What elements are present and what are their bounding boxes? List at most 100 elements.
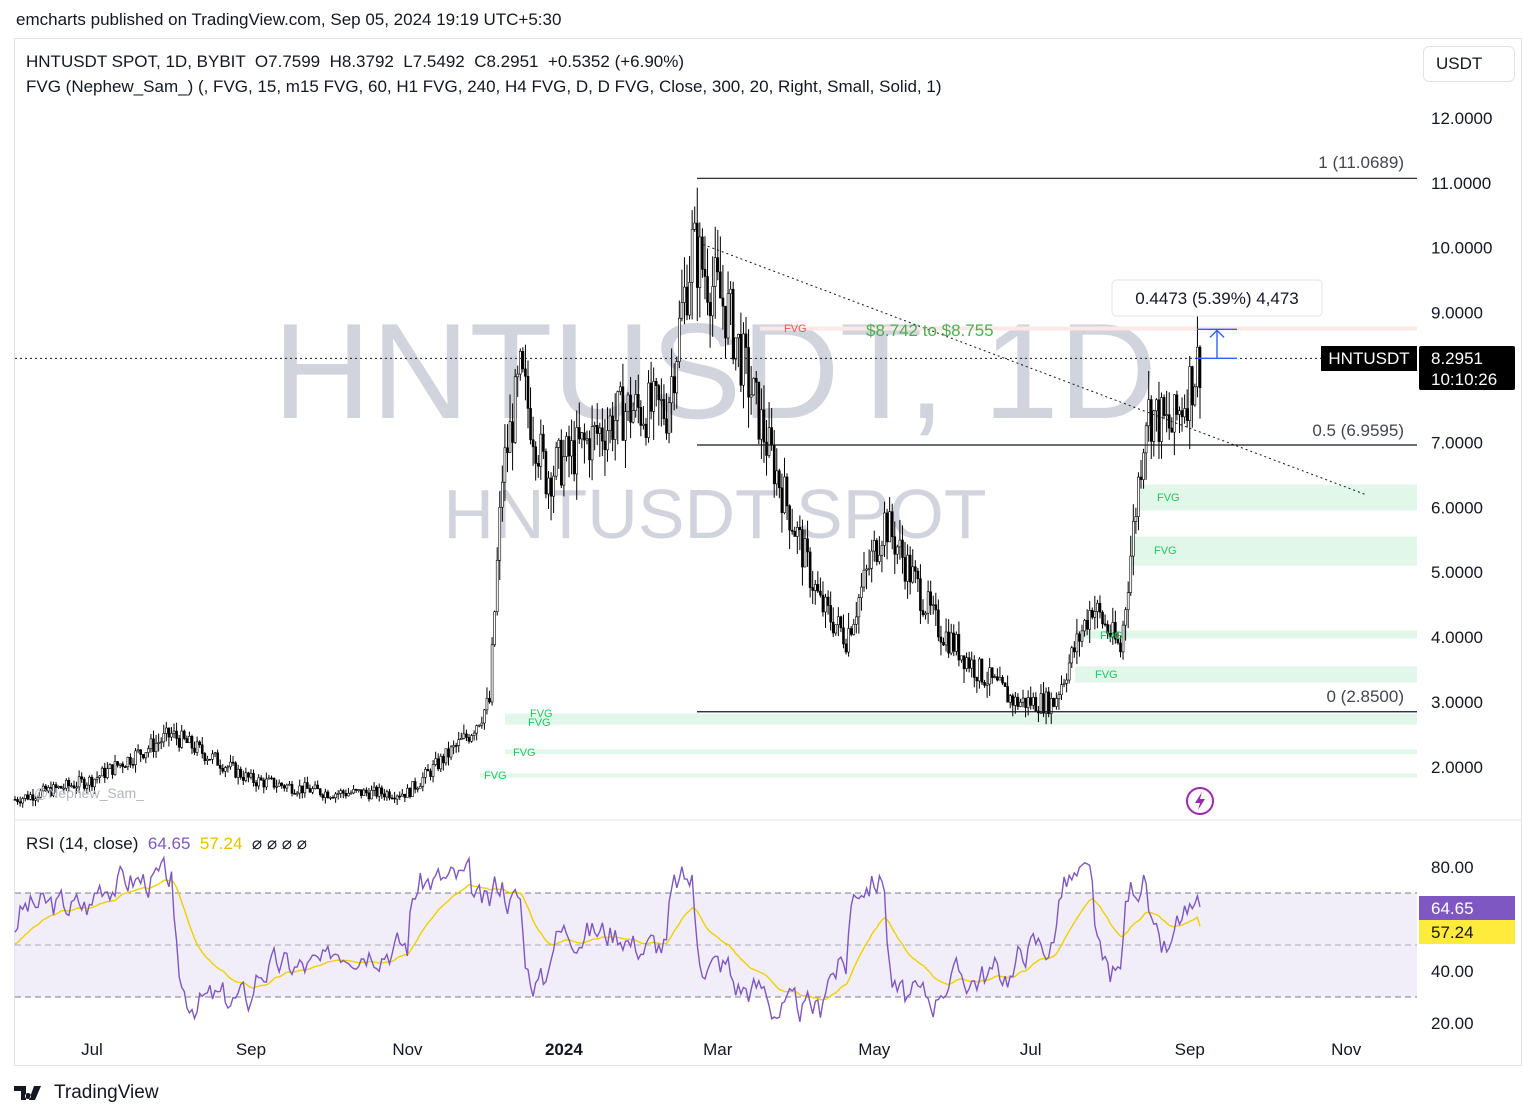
candle-body	[903, 557, 907, 582]
currency-button[interactable]: USDT	[1423, 46, 1515, 82]
candle-body	[798, 527, 802, 530]
candle-body	[221, 768, 225, 772]
candle-body	[516, 373, 520, 378]
price-tick: 6.0000	[1431, 498, 1483, 517]
tradingview-logo[interactable]: TradingView	[14, 1082, 159, 1104]
candle-body	[639, 407, 643, 426]
candle-body	[678, 317, 681, 362]
candle-body	[416, 788, 419, 790]
candle-body	[342, 790, 345, 794]
candle-body	[1167, 414, 1171, 429]
candle-body	[370, 790, 373, 800]
time-tick: 2024	[545, 1040, 583, 1059]
time-tick: Jul	[1020, 1040, 1042, 1059]
rsi-tick: 40.00	[1431, 962, 1474, 981]
candle-body	[285, 784, 289, 789]
candle-body	[144, 752, 148, 759]
publish-info: emcharts published on TradingView.com, S…	[16, 10, 562, 29]
watermark-sub: HNTUSDT SPOT	[443, 475, 986, 553]
candle-body	[1111, 622, 1115, 638]
candle-body	[565, 436, 568, 457]
candle-body	[990, 667, 994, 678]
lightning-icon[interactable]	[1186, 787, 1214, 815]
candle-body	[393, 797, 396, 800]
candle-body	[921, 610, 925, 616]
candle-body	[1119, 642, 1122, 653]
candle-body	[470, 735, 473, 742]
candle-body	[703, 269, 707, 277]
candle-body	[749, 394, 753, 398]
candle-body	[229, 761, 232, 768]
fvg-label: FVG	[1100, 630, 1123, 642]
candle-body	[942, 641, 945, 646]
candle-body	[195, 741, 199, 753]
candle-body	[631, 410, 635, 423]
candle-body	[585, 438, 589, 441]
rsi-legend[interactable]: RSI (14, close) 64.65 57.24 ⌀ ⌀ ⌀ ⌀	[26, 834, 307, 854]
candle-body	[796, 527, 799, 537]
symbol-legend[interactable]: HNTUSDT SPOT, 1D, BYBIT O7.7599 H8.3792 …	[26, 52, 685, 71]
candle-body	[208, 758, 212, 761]
candle-body	[675, 361, 679, 394]
candle-body	[649, 382, 653, 412]
candle-body	[1039, 693, 1043, 714]
candle-body	[819, 590, 822, 596]
candle-body	[908, 554, 912, 583]
candle-body	[418, 786, 422, 789]
candle-body	[241, 777, 245, 781]
candle-body	[226, 766, 230, 769]
candle-body	[1144, 425, 1148, 454]
last-price-tag	[1419, 346, 1515, 390]
candle-body	[36, 797, 40, 800]
candle-body	[701, 236, 704, 270]
rsi-ma-tag	[1419, 920, 1515, 944]
candle-body	[801, 529, 804, 568]
candle-body	[803, 538, 807, 568]
candle-body	[347, 793, 350, 797]
candle-body	[1196, 346, 1199, 388]
candle-body	[449, 746, 453, 758]
candle-body	[23, 794, 27, 799]
candle-body	[429, 770, 432, 777]
candle-body	[321, 794, 325, 798]
candle-body	[744, 333, 748, 348]
price-axis[interactable]: 12.000011.000010.00009.00008.00007.00006…	[1431, 109, 1492, 777]
candle-body	[267, 777, 271, 780]
rsi-ma-value: 57.24	[1431, 923, 1474, 942]
candle-body	[172, 730, 176, 734]
candle-body	[988, 667, 991, 685]
candle-body	[790, 529, 794, 532]
candle-body	[811, 587, 814, 591]
candle-body	[344, 792, 348, 797]
candle-body	[965, 657, 968, 670]
candle-body	[1057, 694, 1061, 699]
candle-body	[775, 470, 779, 485]
candle-body	[1042, 693, 1045, 714]
candle-body	[34, 798, 37, 801]
candle-body	[970, 659, 974, 669]
candle-body	[1157, 399, 1161, 442]
candle-body	[149, 738, 153, 750]
candle-body	[685, 286, 689, 316]
candle-body	[834, 624, 838, 634]
candle-body	[116, 761, 119, 766]
candle-body	[403, 793, 407, 798]
candle-body	[1029, 697, 1033, 706]
candle-body	[788, 505, 791, 531]
candle-body	[629, 394, 632, 423]
candle-body	[837, 616, 840, 626]
indicator-legend[interactable]: FVG (Nephew_Sam_) (, FVG, 15, m15 FVG, 6…	[26, 77, 942, 96]
measure-arrowhead	[1209, 329, 1225, 338]
candle-body	[213, 752, 217, 755]
candle-body	[467, 737, 471, 742]
candle-body	[67, 780, 71, 787]
candle-body	[298, 785, 302, 794]
candle-body	[270, 777, 273, 780]
candle-body	[493, 611, 496, 646]
time-axis[interactable]: Jul Sep Nov 2024 Mar May Jul Sep Nov	[81, 1040, 1362, 1059]
candle-body	[939, 636, 943, 643]
candle-body	[957, 634, 961, 661]
price-tick: 11.0000	[1431, 174, 1491, 193]
